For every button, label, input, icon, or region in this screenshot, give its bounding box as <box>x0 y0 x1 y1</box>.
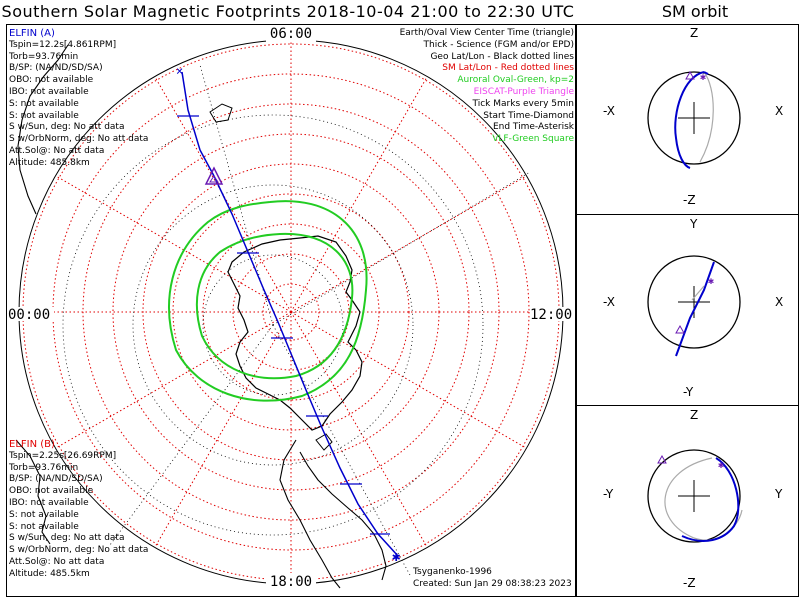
elfin-a-header: ELFIN (A) <box>9 28 55 39</box>
sm-axis-label: Y <box>775 487 783 501</box>
sm-axis-label: X <box>775 295 784 309</box>
legend-item: Auroral Oval-Green, kp=2 <box>457 75 574 86</box>
elfin-b-line: S w/OrbNorm, deg: No att data <box>9 545 149 556</box>
elfin-b-line: S: not available <box>9 509 79 520</box>
island-outline-2 <box>315 433 333 451</box>
south-america-coast-2 <box>279 439 341 589</box>
model-name: Tsyganenko-1996 <box>413 567 492 577</box>
sm-axis-label: -Z <box>683 576 696 590</box>
elfin-a-line: Altitude: 485.8km <box>9 157 90 168</box>
orbit-track-a <box>181 71 399 557</box>
elfin-a-panel: ELFIN (A) Tspin=12.2s[4.861RPM] Torb=93.… <box>9 28 148 170</box>
elfin-b-line: S: not available <box>9 521 79 532</box>
elfin-a-line: Torb=93.76min <box>9 51 79 62</box>
elfin-a-line: S: not available <box>9 110 79 121</box>
south-america-coastline <box>299 451 387 581</box>
legend: Earth/Oval View Center Time (triangle) T… <box>400 28 574 146</box>
elfin-b-line: IBO: not available <box>9 497 89 508</box>
sm-axis-label: -Y <box>683 385 694 399</box>
orbit-start-marker: × <box>176 64 183 78</box>
footer: Tsyganenko-1996 Created: Sun Jan 29 08:3… <box>413 566 572 590</box>
island-outline <box>209 103 233 123</box>
sm-axis-label: -Z <box>683 193 696 207</box>
sm-axis-label: Z <box>690 26 699 40</box>
view-center-triangle-inner <box>209 175 219 183</box>
legend-item: Tick Marks every 5min <box>472 98 574 109</box>
geo-lat-rings <box>62 114 484 536</box>
sm-panel-xy: ✱ <box>647 255 741 357</box>
elfin-b-line: OBO: not available <box>9 486 94 497</box>
sm-meridians <box>19 40 563 584</box>
legend-item: Start Time-Diamond <box>483 110 574 121</box>
mlt-label-bottom: 18:00 <box>269 574 313 590</box>
sm-axis-label: X <box>775 104 784 118</box>
mlt-labels <box>8 28 574 589</box>
legend-item: Geo Lat/Lon - Black dotted lines <box>430 51 574 62</box>
svg-text:✱: ✱ <box>718 460 724 471</box>
elfin-b-line: B/SP: (NA/ND/SD/SA) <box>9 474 103 485</box>
elfin-b-line: Altitude: 485.5km <box>9 568 90 579</box>
legend-item: Thick - Science (FGM and/or EPD) <box>423 39 574 50</box>
elfin-b-line: S w/Sun, deg: No att data <box>9 533 125 544</box>
sm-axis-label: -Y <box>603 487 614 501</box>
elfin-a-line: S w/OrbNorm, deg: No att data <box>9 134 149 145</box>
elfin-b-line: Tspin=2.25s[26.69RPM] <box>9 450 117 461</box>
africa-coastline <box>17 44 69 215</box>
view-center-triangle <box>204 166 224 185</box>
elfin-b-header: ELFIN (B) <box>9 439 55 450</box>
sm-axis-label: Y <box>690 217 698 231</box>
sm-axis-label: -X <box>603 104 615 118</box>
mlt-label-left: 00:00 <box>8 307 51 323</box>
auroral-oval-outer <box>168 200 368 402</box>
elfin-a-line: IBO: not available <box>9 86 89 97</box>
sm-axis-label: -X <box>603 295 615 309</box>
svg-text:✱: ✱ <box>700 72 706 83</box>
orbit-end-marker: ✱ <box>392 549 401 565</box>
main-plot-frame <box>6 24 576 597</box>
geo-meridians <box>109 64 531 576</box>
mlt-label-right: 12:00 <box>530 307 573 323</box>
sm-axis-label: Z <box>690 408 699 422</box>
mlt-label-top: 06:00 <box>269 26 313 42</box>
sm-orbit-frame <box>576 24 799 597</box>
australia-coastline <box>15 439 51 545</box>
elfin-a-line: Tspin=12.2s[4.861RPM] <box>9 39 117 50</box>
elfin-b-panel: ELFIN (B) Tspin=2.25s[26.69RPM] Torb=93.… <box>9 439 148 581</box>
elfin-a-line: B/SP: (NA/ND/SD/SA) <box>9 63 103 74</box>
auroral-oval-inner <box>195 232 354 380</box>
sm-panel-yz: ✱ <box>647 449 743 543</box>
page-title: Southern Solar Magnetic Footprints 2018-… <box>1 2 575 21</box>
sm-orbit-title: SM orbit <box>661 2 729 21</box>
legend-item: VLF-Green Square <box>492 134 574 145</box>
created-timestamp: Created: Sun Jan 29 08:38:23 2023 <box>413 579 572 589</box>
legend-item: SM Lat/Lon - Red dotted lines <box>442 63 574 74</box>
svg-text:✱: ✱ <box>708 276 714 287</box>
sm-panel-xz: ✱ <box>647 70 741 169</box>
elfin-a-line: OBO: not available <box>9 75 94 86</box>
elfin-b-line: Att.Sol@: No att data <box>9 556 105 567</box>
legend-item: EISCAT-Purple Triangle <box>473 86 574 97</box>
orbit-tick-marks <box>177 115 390 535</box>
elfin-b-line: Torb=93.76min <box>9 462 79 473</box>
legend-item: Earth/Oval View Center Time (triangle) <box>399 28 574 38</box>
elfin-a-line: S: not available <box>9 98 79 109</box>
elfin-a-line: Att.Sol@: No att data <box>9 145 105 156</box>
antarctica-coastline <box>227 235 363 431</box>
elfin-a-line: S w/Sun, deg: No att data <box>9 122 125 133</box>
legend-item: End Time-Asterisk <box>492 122 574 133</box>
